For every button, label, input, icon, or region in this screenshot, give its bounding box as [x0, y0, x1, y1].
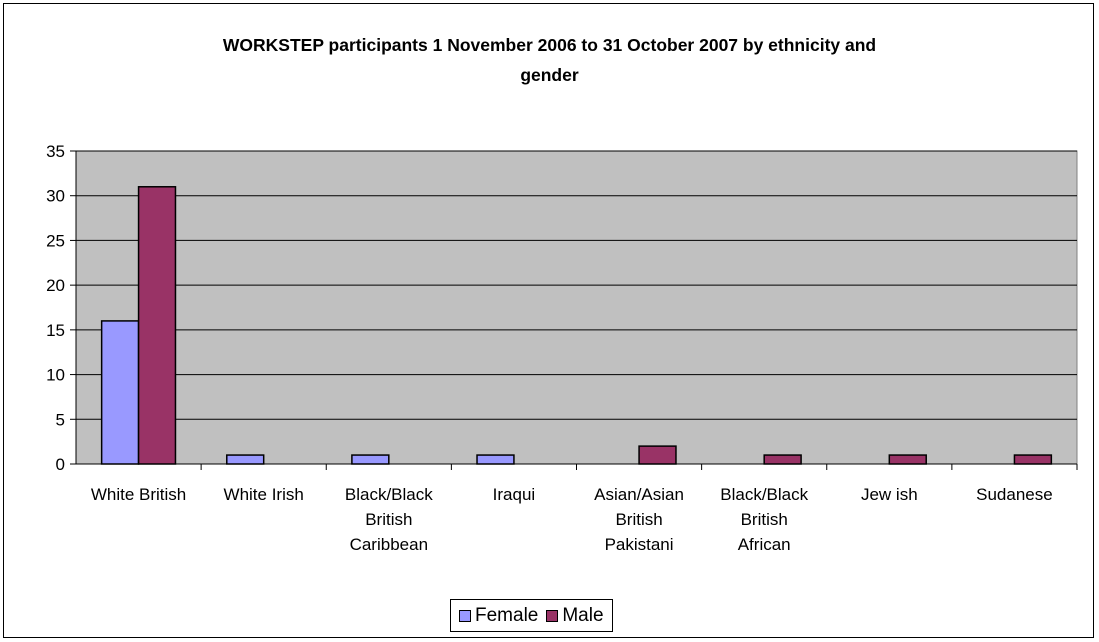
legend-label-male: Male: [562, 604, 604, 626]
y-tick-label: 5: [56, 410, 65, 429]
y-tick-label: 20: [46, 276, 65, 295]
x-tick-label: White British: [91, 485, 186, 504]
chart-title-line-1: WORKSTEP participants 1 November 2006 to…: [222, 35, 877, 55]
legend-swatch-male: [546, 609, 559, 622]
x-tick-label: Black/Black British African: [720, 485, 808, 554]
x-tick-label: Asian/Asian British Pakistani: [594, 485, 684, 554]
y-tick-label: 15: [46, 321, 65, 340]
bar-female-1: [226, 454, 265, 465]
plot-area: [75, 150, 1078, 465]
x-tick-label: Black/Black British Caribbean: [345, 485, 433, 554]
bar-male-6: [888, 454, 927, 465]
bar-male-7: [1013, 454, 1053, 465]
legend: Female Male: [450, 599, 613, 632]
y-tick-label: 35: [46, 142, 65, 161]
y-tick-label: 0: [56, 455, 65, 474]
bar-female-2: [351, 454, 390, 465]
bar-male-4: [638, 445, 677, 465]
legend-swatch-female: [459, 609, 471, 622]
y-tick-label: 30: [46, 187, 65, 206]
chart-title: WORKSTEP participants 1 November 2006 to…: [0, 30, 1099, 90]
bar-male-0: [137, 186, 177, 465]
bars: [100, 186, 1053, 465]
chart-title-line-2: gender: [520, 65, 579, 85]
y-tick-label: 25: [46, 231, 65, 250]
grid-lines: [76, 150, 1077, 420]
bar-male-5: [763, 454, 802, 465]
x-tick-label: White Irish: [224, 485, 304, 504]
y-tick-label: 10: [46, 366, 65, 385]
legend-item-female: Female: [459, 605, 538, 627]
x-tick-label: Iraqui: [493, 485, 536, 504]
legend-item-male: Male: [546, 604, 604, 627]
x-tick-label: Jew ish: [861, 485, 918, 504]
bar-female-3: [476, 454, 515, 465]
bar-female-0: [100, 320, 140, 465]
x-tick-label: Sudanese: [976, 485, 1053, 504]
axes: 0 5 10 15 20 25 30 35 White British White Irish Bl…: [46, 142, 1078, 554]
legend-label-female: Female: [475, 604, 539, 626]
